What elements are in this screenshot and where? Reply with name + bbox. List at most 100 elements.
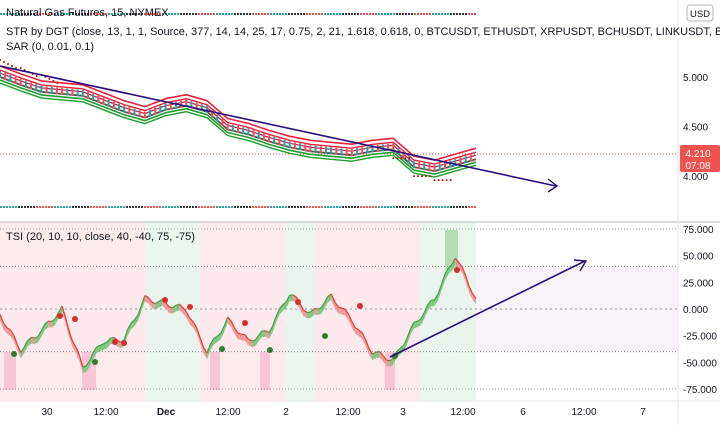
price-candle[interactable] (381, 144, 384, 152)
price-candle[interactable] (133, 108, 136, 116)
tsi-line-segment[interactable] (82, 365, 87, 368)
price-candle[interactable] (61, 87, 64, 95)
price-candle[interactable] (299, 143, 302, 151)
tsi-line-segment[interactable] (40, 323, 46, 331)
tsi-line-segment[interactable] (34, 335, 39, 339)
price-candle[interactable] (55, 87, 58, 95)
tsi-line-segment[interactable] (399, 345, 404, 349)
tsi-line-segment[interactable] (413, 320, 418, 323)
tsi-line-segment[interactable] (192, 321, 198, 328)
price-candle[interactable] (205, 105, 208, 113)
price-candle[interactable] (149, 109, 152, 117)
tsi-line-segment[interactable] (89, 352, 94, 362)
tsi-line-segment[interactable] (285, 294, 291, 303)
price-candle[interactable] (309, 145, 312, 153)
tsi-line-segment[interactable] (127, 322, 132, 330)
tsi-line-segment[interactable] (20, 346, 25, 353)
price-candle[interactable] (350, 149, 353, 157)
price-candle[interactable] (356, 148, 358, 156)
price-candle[interactable] (128, 107, 131, 115)
price-candle[interactable] (211, 110, 214, 118)
price-candle[interactable] (433, 165, 436, 173)
price-candle[interactable] (164, 103, 167, 111)
tsi-line-segment[interactable] (351, 321, 356, 329)
tsi-line-segment[interactable] (51, 318, 56, 322)
tsi-line-segment[interactable] (271, 316, 277, 327)
tsi-line-segment[interactable] (75, 346, 80, 356)
tsi-line-segment[interactable] (451, 258, 456, 265)
price-candle[interactable] (252, 130, 255, 138)
price-candle[interactable] (423, 163, 426, 171)
price-candle[interactable] (102, 97, 105, 105)
tsi-line-segment[interactable] (461, 266, 467, 276)
tsi-line-segment[interactable] (209, 338, 215, 345)
tsi-line-segment[interactable] (337, 306, 342, 309)
price-candle[interactable] (242, 127, 245, 135)
price-candle[interactable] (324, 146, 327, 154)
tsi-axis[interactable]: 75.000 50.000 25.000 0.000 -25.000 -50.000 -75… (683, 225, 717, 396)
tsi-line-segment[interactable] (358, 329, 363, 334)
price-candle[interactable] (443, 162, 446, 170)
tsi-line-segment[interactable] (375, 350, 380, 353)
tsi-line-segment[interactable] (275, 308, 280, 318)
price-candle[interactable] (86, 91, 89, 99)
price-candle[interactable] (112, 101, 115, 109)
price-candle[interactable] (412, 161, 415, 169)
price-candle[interactable] (262, 133, 265, 141)
tsi-line-segment[interactable] (68, 330, 74, 342)
price-candle[interactable] (273, 136, 276, 144)
price-candle[interactable] (418, 162, 421, 170)
tsi-line-segment[interactable] (92, 346, 98, 354)
price-candle[interactable] (45, 86, 48, 94)
price-candle[interactable] (143, 111, 146, 119)
tsi-line-segment[interactable] (444, 267, 449, 275)
price-candle[interactable] (66, 88, 69, 96)
tsi-line-segment[interactable] (396, 348, 401, 352)
price-candle[interactable] (257, 131, 260, 139)
price-candle[interactable] (361, 147, 364, 155)
price-candle[interactable] (174, 101, 177, 109)
price-candle[interactable] (107, 99, 110, 107)
tsi-line-segment[interactable] (468, 286, 474, 294)
tsi-line-segment[interactable] (206, 344, 211, 354)
tsi-line-segment[interactable] (185, 311, 191, 319)
tsi-line-segment[interactable] (223, 316, 229, 327)
tsi-line-segment[interactable] (327, 293, 332, 298)
price-trendline[interactable] (0, 65, 559, 193)
price-candle[interactable] (159, 105, 162, 113)
price-series[interactable] (0, 59, 477, 182)
tsi-line-segment[interactable] (227, 316, 232, 322)
price-candle[interactable] (449, 160, 452, 168)
tsi-line-segment[interactable] (368, 348, 374, 355)
price-candle[interactable] (237, 125, 239, 133)
tsi-line-segment[interactable] (85, 360, 91, 367)
tsi-line-segment[interactable] (420, 312, 425, 320)
tsi-line-segment[interactable] (254, 334, 260, 341)
tsi-line-segment[interactable] (106, 337, 111, 343)
tsi-line-segment[interactable] (137, 305, 142, 316)
tsi-line-segment[interactable] (330, 293, 336, 302)
tsi-line-segment[interactable] (472, 293, 477, 299)
price-candle[interactable] (288, 141, 291, 149)
time-axis[interactable]: 30 12:00 Dec 12:00 2 12:00 3 12:00 6 12:00 7 (41, 407, 646, 418)
price-candle[interactable] (0, 71, 1, 79)
price-candle[interactable] (402, 152, 405, 160)
price-candle[interactable] (314, 145, 317, 153)
tsi-line-segment[interactable] (372, 351, 377, 355)
tsi-line-segment[interactable] (2, 322, 8, 328)
tsi-line-segment[interactable] (417, 318, 422, 322)
tsi-line-segment[interactable] (251, 339, 256, 342)
price-candle[interactable] (340, 148, 343, 156)
price-candle[interactable] (169, 102, 172, 110)
price-candle[interactable] (138, 110, 141, 118)
tsi-line-segment[interactable] (292, 294, 297, 298)
tsi-line-segment[interactable] (423, 304, 429, 313)
tsi-line-segment[interactable] (23, 340, 29, 348)
price-candle[interactable] (428, 164, 431, 172)
price-candle[interactable] (319, 146, 322, 154)
tsi-line-segment[interactable] (54, 311, 60, 320)
price-candle[interactable] (14, 76, 17, 84)
tsi-line-segment[interactable] (78, 354, 84, 368)
price-candle[interactable] (195, 102, 198, 110)
